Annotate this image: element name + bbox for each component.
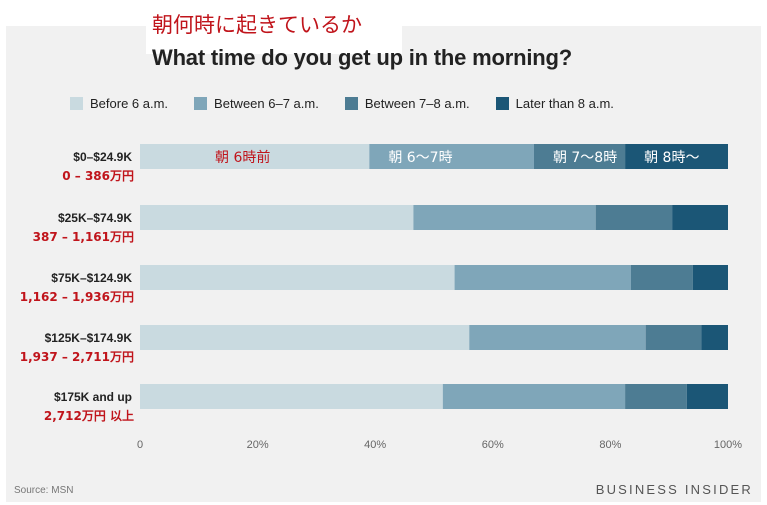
legend-swatch bbox=[194, 97, 208, 110]
bar-segment bbox=[140, 205, 414, 230]
bar-segment bbox=[140, 144, 370, 169]
bar-segment bbox=[140, 384, 443, 409]
category-annotation: 1,162 – 1,936万円 bbox=[20, 290, 134, 304]
legend-label: Later than 8 a.m. bbox=[515, 96, 614, 111]
bar-segment bbox=[369, 144, 534, 169]
legend-swatch bbox=[495, 97, 509, 110]
segment-annotation: 朝 7～8時 bbox=[553, 150, 617, 166]
legend-label: Between 6–7 a.m. bbox=[214, 96, 319, 111]
source-note: Source: MSN bbox=[14, 485, 74, 496]
bar-segment bbox=[413, 205, 596, 230]
bar-segment bbox=[625, 384, 687, 409]
bar-segment bbox=[454, 265, 631, 290]
x-tick-label: 20% bbox=[247, 439, 269, 451]
segment-annotation: 朝 8時～ bbox=[644, 150, 699, 166]
legend-swatch bbox=[70, 97, 83, 110]
legend-label: Between 7–8 a.m. bbox=[364, 96, 470, 111]
legend-item-after-8: Later than 8 a.m. bbox=[495, 96, 614, 111]
x-tick-label: 60% bbox=[482, 439, 504, 451]
bar-segment bbox=[630, 265, 693, 290]
bar-segment bbox=[672, 205, 728, 230]
bar-segment bbox=[140, 265, 455, 290]
x-tick-label: 40% bbox=[364, 439, 386, 451]
chart-title: What time do you get up in the morning? bbox=[152, 45, 572, 70]
x-tick-label: 0 bbox=[137, 439, 143, 451]
legend: Before 6 a.m. Between 6–7 a.m. Between 7… bbox=[70, 96, 640, 111]
bar-segment bbox=[442, 384, 626, 409]
bar-segment bbox=[701, 325, 728, 350]
legend-label: Before 6 a.m. bbox=[90, 96, 169, 111]
bar-segment bbox=[625, 144, 728, 169]
bar-segment bbox=[469, 325, 646, 350]
category-annotation: 1,937 – 2,711万円 bbox=[20, 350, 134, 364]
category-label: $175K and up bbox=[54, 390, 132, 404]
category-label: $25K–$74.9K bbox=[58, 211, 132, 225]
bar-segment bbox=[595, 205, 673, 230]
category-annotation: 387 – 1,161万円 bbox=[33, 230, 134, 244]
x-tick-label: 100% bbox=[714, 439, 742, 451]
legend-item-6-7: Between 6–7 a.m. bbox=[194, 96, 319, 111]
japanese-title: 朝何時に起きているか bbox=[152, 13, 362, 37]
segment-annotation: 朝 6～7時 bbox=[388, 150, 452, 166]
category-label: $0–$24.9K bbox=[73, 150, 132, 164]
segment-annotation: 朝 6時前 bbox=[215, 149, 270, 166]
bar-segment bbox=[533, 144, 626, 169]
bar-segment bbox=[686, 384, 728, 409]
legend-item-7-8: Between 7–8 a.m. bbox=[344, 96, 470, 111]
publisher-brand: BUSINESS INSIDER bbox=[595, 482, 753, 497]
bar-segment bbox=[645, 325, 702, 350]
chart-frame bbox=[6, 26, 761, 502]
x-tick-label: 80% bbox=[599, 439, 621, 451]
category-label: $75K–$124.9K bbox=[51, 271, 132, 285]
bar-segment bbox=[692, 265, 728, 290]
category-annotation: 0 – 386万円 bbox=[62, 169, 134, 183]
bar-segment bbox=[140, 325, 470, 350]
legend-item-before-6: Before 6 a.m. bbox=[70, 96, 168, 111]
japanese-title-box bbox=[146, 6, 402, 54]
legend-swatch bbox=[344, 97, 358, 110]
category-annotation: 2,712万円 以上 bbox=[44, 408, 134, 423]
category-label: $125K–$174.9K bbox=[45, 331, 133, 345]
